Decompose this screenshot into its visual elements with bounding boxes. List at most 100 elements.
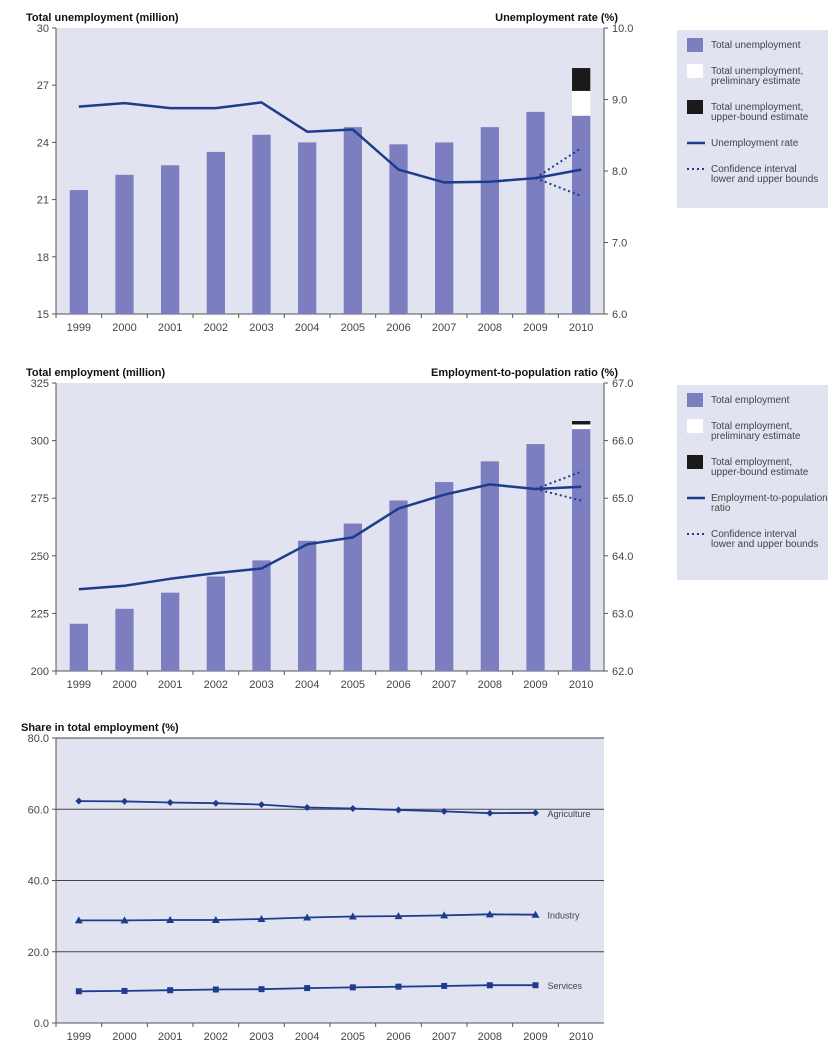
chart-title: Share in total employment (%)	[21, 722, 179, 734]
legend-box	[677, 385, 828, 580]
legend-box	[677, 30, 828, 208]
marker-square	[121, 987, 128, 994]
x-tick-label: 2002	[204, 322, 228, 334]
marker-square	[212, 986, 219, 993]
series-label: Industry	[548, 911, 581, 921]
x-tick-label: 2002	[204, 1031, 228, 1043]
legend-swatch-preliminary	[687, 64, 703, 78]
marker-square	[532, 982, 539, 989]
marker-triangle	[531, 910, 540, 918]
x-tick-label: 2009	[523, 1031, 547, 1043]
left-axis-title: Total employment (million)	[26, 367, 165, 379]
x-tick-label: 2004	[295, 679, 319, 691]
series-agriculture: Agriculture	[75, 797, 591, 819]
sector-share-chart: Share in total employment (%) 0.0 20.0 40.0…	[21, 722, 604, 1043]
x-tick-label: 2010	[569, 1031, 593, 1043]
legend-label-line: Confidence interval	[711, 164, 797, 175]
legend-label-line: Total employment,	[711, 421, 792, 432]
legend-label: Total employment	[711, 395, 790, 406]
x-tick-label: 1999	[67, 1031, 91, 1043]
x-tick-label: 2001	[158, 679, 182, 691]
bar-2006	[389, 500, 408, 671]
bar-2001	[161, 592, 180, 671]
preliminary-estimate-segment	[572, 90, 591, 116]
left-axis-tick-label: 300	[31, 436, 49, 448]
x-tick-label: 2003	[249, 1031, 273, 1043]
legend-label-line: Total unemployment,	[711, 66, 803, 77]
upper-bound-estimate-segment	[572, 421, 591, 425]
marker-diamond	[349, 805, 357, 813]
marker-diamond	[532, 809, 539, 817]
x-tick-label: 1999	[67, 679, 91, 691]
x-tick-label: 2006	[386, 679, 410, 691]
plot-area	[56, 28, 604, 314]
bar-2005	[343, 523, 362, 671]
x-tick-label: 2004	[295, 322, 319, 334]
legend-label-line: Unemployment rate	[711, 138, 799, 149]
right-axis-tick-label: 65.0	[612, 493, 633, 505]
x-tick-label: 2003	[249, 679, 273, 691]
left-axis-tick-label: 275	[31, 493, 49, 505]
marker-diamond	[395, 806, 402, 814]
marker-diamond	[486, 809, 494, 817]
right-axis-tick-label: 63.0	[612, 608, 633, 620]
unemployment-chart: Total unemployment (million) Unemployment…	[26, 12, 828, 334]
bar-2010	[572, 429, 591, 671]
bar-2009	[526, 444, 545, 671]
x-tick-label: 2000	[112, 322, 136, 334]
left-axis-tick-label: 325	[31, 378, 49, 390]
marker-triangle	[440, 911, 449, 919]
left-axis-tick-label: 250	[31, 551, 49, 563]
x-tick-label: 2000	[112, 679, 136, 691]
legend-label: Total employment, preliminary estimate	[711, 421, 801, 442]
legend-swatch-bar	[687, 393, 703, 407]
x-tick-label: 2010	[569, 679, 593, 691]
bar-2007	[435, 482, 454, 671]
y-tick-label: 40.0	[28, 876, 49, 888]
marker-diamond	[75, 797, 83, 805]
bar-2008	[480, 127, 499, 314]
right-axis-tick-label: 9.0	[612, 95, 627, 107]
y-tick-label: 60.0	[28, 804, 49, 816]
legend-label: Total unemployment	[711, 40, 801, 51]
marker-diamond	[440, 807, 448, 815]
left-axis-tick-label: 225	[31, 608, 49, 620]
legend-label: Total unemployment, preliminary estimate	[711, 66, 803, 87]
plot-area	[56, 383, 604, 671]
bar-2000	[115, 608, 134, 671]
bar-2004	[298, 540, 317, 671]
legend-label: Total employment, upper-bound estimate	[711, 457, 809, 478]
legend-label-line: Total employment,	[711, 457, 792, 468]
x-tick-label: 2001	[158, 322, 182, 334]
right-axis-tick-label: 64.0	[612, 551, 633, 563]
legend-label-line: lower and upper bounds	[711, 174, 818, 185]
bar-2000	[115, 174, 134, 314]
marker-square	[349, 984, 356, 991]
right-axis-tick-label: 7.0	[612, 238, 627, 250]
left-axis-tick-label: 24	[37, 137, 49, 149]
marker-triangle	[348, 912, 357, 920]
marker-diamond	[212, 799, 220, 807]
x-tick-label: 1999	[67, 322, 91, 334]
marker-triangle	[303, 913, 312, 921]
legend-label-line: preliminary estimate	[711, 76, 801, 87]
rate-line	[78, 101, 582, 184]
legend-label: Confidence interval lower and upper bound…	[711, 164, 818, 185]
x-tick-label: 2009	[523, 679, 547, 691]
bar-2008	[480, 461, 499, 671]
bar-2003	[252, 560, 271, 671]
y-tick-label: 80.0	[28, 733, 49, 745]
x-tick-label: 2008	[478, 1031, 502, 1043]
marker-square	[486, 982, 493, 989]
legend-swatch-bar	[687, 38, 703, 52]
right-axis-tick-label: 8.0	[612, 166, 627, 178]
legend: Total unemployment Total unemployment, pre…	[677, 30, 828, 208]
legend-label-line: preliminary estimate	[711, 431, 801, 442]
series-industry: Industry	[74, 910, 581, 924]
right-axis-tick-label: 6.0	[612, 309, 627, 321]
legend-label-line: Total employment	[711, 395, 790, 406]
x-tick-label: 2006	[386, 322, 410, 334]
bar-2006	[389, 144, 408, 314]
